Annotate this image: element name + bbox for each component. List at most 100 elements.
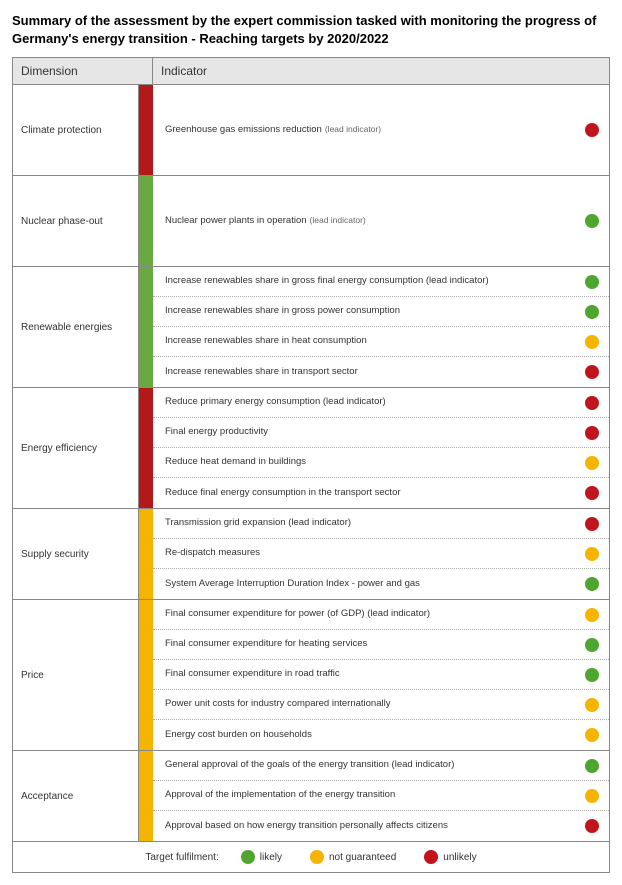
status-dot bbox=[585, 305, 599, 319]
indicator-row: Re-dispatch measures bbox=[153, 539, 609, 569]
dimension-cell: Nuclear phase-out bbox=[13, 176, 139, 266]
legend-item: likely bbox=[241, 850, 282, 864]
dimension-cell: Price bbox=[13, 600, 139, 750]
assessment-table: Dimension Indicator Climate protection Gr… bbox=[12, 57, 610, 873]
dimension-cell: Supply security bbox=[13, 509, 139, 599]
indicator-row: Increase renewables share in transport s… bbox=[153, 357, 609, 387]
status-dot bbox=[585, 608, 599, 622]
table-section: Nuclear phase-out Nuclear power plants in… bbox=[13, 176, 609, 267]
status-dot bbox=[585, 547, 599, 561]
status-dot bbox=[585, 396, 599, 410]
status-dot bbox=[585, 577, 599, 591]
indicator-text: Reduce primary energy consumption (lead … bbox=[165, 396, 577, 408]
indicator-row: Increase renewables share in heat consum… bbox=[153, 327, 609, 357]
table-section: Renewable energies Increase renewables sh… bbox=[13, 267, 609, 388]
indicator-row: Increase renewables share in gross power… bbox=[153, 297, 609, 327]
indicator-text: Greenhouse gas emissions reduction(lead … bbox=[165, 124, 577, 136]
indicator-text: Power unit costs for industry compared i… bbox=[165, 698, 577, 710]
indicator-row: Final consumer expenditure in road traff… bbox=[153, 660, 609, 690]
indicator-row: Transmission grid expansion (lead indica… bbox=[153, 509, 609, 539]
table-section: Energy efficiency Reduce primary energy c… bbox=[13, 388, 609, 509]
indicator-row: Energy cost burden on households bbox=[153, 720, 609, 750]
indicator-row: Reduce heat demand in buildings bbox=[153, 448, 609, 478]
indicator-row: General approval of the goals of the ene… bbox=[153, 751, 609, 781]
status-dot bbox=[585, 426, 599, 440]
indicator-row: Reduce primary energy consumption (lead … bbox=[153, 388, 609, 418]
indicator-text: Nuclear power plants in operation(lead i… bbox=[165, 215, 577, 227]
legend-item: unlikely bbox=[424, 850, 476, 864]
dimension-cell: Acceptance bbox=[13, 751, 139, 841]
status-dot bbox=[585, 275, 599, 289]
status-dot bbox=[585, 668, 599, 682]
header-dimension: Dimension bbox=[13, 58, 153, 84]
indicator-list: General approval of the goals of the ene… bbox=[153, 751, 609, 841]
indicator-text: Approval based on how energy transition … bbox=[165, 820, 577, 832]
dimension-cell: Energy efficiency bbox=[13, 388, 139, 508]
legend-dot bbox=[310, 850, 324, 864]
indicator-row: Nuclear power plants in operation(lead i… bbox=[153, 176, 609, 266]
indicator-text: Reduce final energy consumption in the t… bbox=[165, 487, 577, 499]
indicator-text: Final consumer expenditure in road traff… bbox=[165, 668, 577, 680]
header-indicator: Indicator bbox=[153, 58, 609, 84]
legend-dot bbox=[424, 850, 438, 864]
dimension-cell: Renewable energies bbox=[13, 267, 139, 387]
indicator-text: Final consumer expenditure for power (of… bbox=[165, 608, 577, 620]
indicator-text: Re-dispatch measures bbox=[165, 547, 577, 559]
status-dot bbox=[585, 698, 599, 712]
indicator-text: Energy cost burden on households bbox=[165, 729, 577, 741]
indicator-text: General approval of the goals of the ene… bbox=[165, 759, 577, 771]
table-section: Price Final consumer expenditure for powe… bbox=[13, 600, 609, 751]
legend-text: not guaranteed bbox=[329, 852, 396, 863]
status-dot bbox=[585, 456, 599, 470]
table-section: Supply security Transmission grid expansi… bbox=[13, 509, 609, 600]
status-dot bbox=[585, 214, 599, 228]
indicator-list: Transmission grid expansion (lead indica… bbox=[153, 509, 609, 599]
indicator-text: Reduce heat demand in buildings bbox=[165, 456, 577, 468]
indicator-list: Greenhouse gas emissions reduction(lead … bbox=[153, 85, 609, 175]
table-section: Climate protection Greenhouse gas emissio… bbox=[13, 85, 609, 176]
indicator-row: Approval of the implementation of the en… bbox=[153, 781, 609, 811]
table-header: Dimension Indicator bbox=[13, 58, 609, 85]
indicator-row: Final consumer expenditure for power (of… bbox=[153, 600, 609, 630]
status-bar bbox=[139, 176, 153, 266]
status-dot bbox=[585, 728, 599, 742]
indicator-note: (lead indicator) bbox=[310, 215, 366, 225]
indicator-list: Final consumer expenditure for power (of… bbox=[153, 600, 609, 750]
status-dot bbox=[585, 123, 599, 137]
indicator-text: Final consumer expenditure for heating s… bbox=[165, 638, 577, 650]
indicator-text: Increase renewables share in transport s… bbox=[165, 366, 577, 378]
status-dot bbox=[585, 335, 599, 349]
indicator-row: Increase renewables share in gross final… bbox=[153, 267, 609, 297]
indicator-text: Increase renewables share in heat consum… bbox=[165, 335, 577, 347]
indicator-row: Greenhouse gas emissions reduction(lead … bbox=[153, 85, 609, 175]
indicator-row: Power unit costs for industry compared i… bbox=[153, 690, 609, 720]
status-dot bbox=[585, 789, 599, 803]
status-bar bbox=[139, 267, 153, 387]
indicator-row: System Average Interruption Duration Ind… bbox=[153, 569, 609, 599]
status-bar bbox=[139, 85, 153, 175]
legend: Target fulfilment: likely not guaranteed u… bbox=[13, 842, 609, 872]
indicator-list: Reduce primary energy consumption (lead … bbox=[153, 388, 609, 508]
status-dot bbox=[585, 486, 599, 500]
indicator-text: Transmission grid expansion (lead indica… bbox=[165, 517, 577, 529]
indicator-list: Nuclear power plants in operation(lead i… bbox=[153, 176, 609, 266]
legend-text: likely bbox=[260, 852, 282, 863]
dimension-cell: Climate protection bbox=[13, 85, 139, 175]
status-bar bbox=[139, 509, 153, 599]
status-bar bbox=[139, 600, 153, 750]
table-section: Acceptance General approval of the goals … bbox=[13, 751, 609, 842]
indicator-text: Increase renewables share in gross power… bbox=[165, 305, 577, 317]
legend-label: Target fulfilment: bbox=[145, 852, 218, 863]
status-bar bbox=[139, 388, 153, 508]
status-dot bbox=[585, 638, 599, 652]
indicator-text: Final energy productivity bbox=[165, 426, 577, 438]
legend-text: unlikely bbox=[443, 852, 476, 863]
indicator-row: Final consumer expenditure for heating s… bbox=[153, 630, 609, 660]
indicator-text: System Average Interruption Duration Ind… bbox=[165, 578, 577, 590]
indicator-list: Increase renewables share in gross final… bbox=[153, 267, 609, 387]
indicator-text: Approval of the implementation of the en… bbox=[165, 789, 577, 801]
indicator-row: Reduce final energy consumption in the t… bbox=[153, 478, 609, 508]
indicator-note: (lead indicator) bbox=[325, 124, 381, 134]
legend-dot bbox=[241, 850, 255, 864]
indicator-row: Approval based on how energy transition … bbox=[153, 811, 609, 841]
